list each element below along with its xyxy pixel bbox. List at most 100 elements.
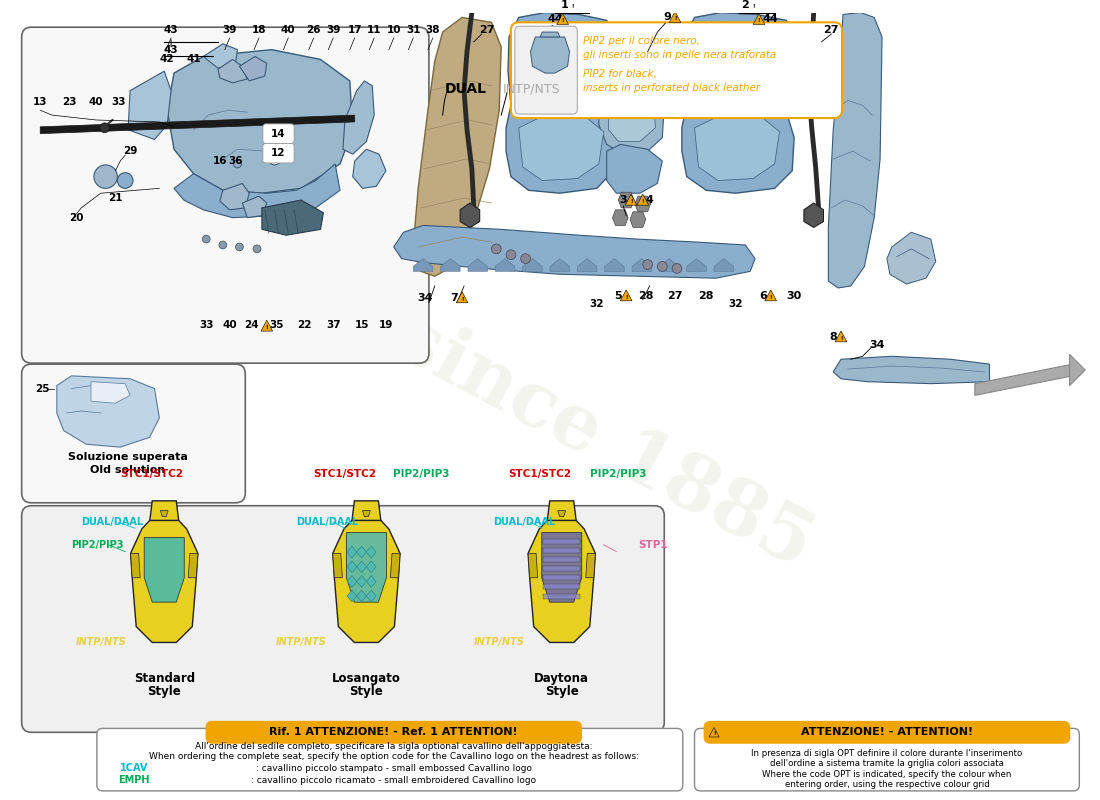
FancyBboxPatch shape bbox=[694, 728, 1079, 791]
Text: 6: 6 bbox=[759, 290, 767, 301]
Text: 25: 25 bbox=[35, 383, 50, 394]
Polygon shape bbox=[625, 194, 637, 205]
Text: PIP2 for black,: PIP2 for black, bbox=[583, 69, 657, 79]
Text: 7: 7 bbox=[450, 293, 459, 302]
Polygon shape bbox=[714, 258, 734, 271]
Text: 19: 19 bbox=[378, 320, 393, 330]
Polygon shape bbox=[704, 63, 750, 90]
Polygon shape bbox=[620, 290, 632, 301]
Text: 28: 28 bbox=[698, 290, 714, 301]
Polygon shape bbox=[682, 101, 794, 194]
Polygon shape bbox=[352, 501, 381, 520]
Polygon shape bbox=[167, 50, 353, 194]
Polygon shape bbox=[686, 258, 706, 271]
Polygon shape bbox=[131, 554, 140, 578]
Polygon shape bbox=[833, 356, 990, 384]
Text: inserts in perforated black leather: inserts in perforated black leather bbox=[583, 83, 760, 93]
Polygon shape bbox=[366, 546, 376, 558]
Polygon shape bbox=[363, 510, 371, 517]
Text: Style: Style bbox=[350, 685, 383, 698]
Text: 31: 31 bbox=[406, 25, 420, 35]
Text: Style: Style bbox=[544, 685, 579, 698]
Text: INTP/NTS: INTP/NTS bbox=[76, 638, 126, 647]
Text: INTP/NTS: INTP/NTS bbox=[276, 638, 327, 647]
Text: In presenza di sigla OPT definire il colore durante l'inserimento
dell'ordine a : In presenza di sigla OPT definire il col… bbox=[751, 749, 1023, 789]
Circle shape bbox=[94, 165, 118, 188]
Polygon shape bbox=[519, 115, 604, 181]
Polygon shape bbox=[390, 554, 400, 578]
Polygon shape bbox=[550, 258, 570, 271]
Polygon shape bbox=[356, 590, 366, 602]
Circle shape bbox=[253, 245, 261, 253]
FancyBboxPatch shape bbox=[515, 26, 578, 114]
Text: !: ! bbox=[674, 17, 676, 22]
Text: 39: 39 bbox=[326, 25, 340, 35]
FancyBboxPatch shape bbox=[22, 506, 664, 732]
FancyBboxPatch shape bbox=[22, 364, 245, 503]
Text: 9: 9 bbox=[663, 13, 671, 22]
Polygon shape bbox=[522, 258, 542, 271]
Polygon shape bbox=[366, 561, 376, 573]
Text: 44: 44 bbox=[547, 14, 563, 24]
Text: All'ordine del sedile completo, specificare la sigla optional cavallino dell'app: All'ordine del sedile completo, specific… bbox=[195, 742, 593, 751]
Polygon shape bbox=[659, 258, 679, 271]
Polygon shape bbox=[262, 200, 323, 235]
Text: Soluzione superata: Soluzione superata bbox=[68, 452, 188, 462]
Polygon shape bbox=[356, 575, 366, 587]
Text: !: ! bbox=[641, 199, 644, 204]
Text: 2: 2 bbox=[741, 0, 749, 10]
Polygon shape bbox=[128, 71, 172, 139]
Text: 29: 29 bbox=[123, 146, 138, 156]
Text: DUAL: DUAL bbox=[444, 82, 486, 96]
Polygon shape bbox=[204, 44, 238, 68]
Circle shape bbox=[642, 260, 652, 270]
Text: !: ! bbox=[571, 4, 574, 9]
Polygon shape bbox=[414, 258, 432, 271]
Polygon shape bbox=[356, 546, 366, 558]
Text: ATTENZIONE! - ATTENTION!: ATTENZIONE! - ATTENTION! bbox=[801, 727, 974, 738]
Text: 5: 5 bbox=[615, 290, 623, 301]
Polygon shape bbox=[543, 538, 580, 543]
Text: 24: 24 bbox=[244, 320, 258, 330]
Polygon shape bbox=[394, 226, 755, 278]
Text: !: ! bbox=[758, 18, 760, 23]
Polygon shape bbox=[694, 115, 780, 181]
Text: INTP/NTS: INTP/NTS bbox=[503, 82, 561, 95]
Text: When ordering the complete seat, specify the option code for the Cavallino logo : When ordering the complete seat, specify… bbox=[148, 752, 639, 762]
Polygon shape bbox=[242, 196, 267, 218]
Text: 39: 39 bbox=[222, 25, 236, 35]
Polygon shape bbox=[608, 83, 656, 142]
Polygon shape bbox=[543, 557, 580, 562]
Text: Style: Style bbox=[147, 685, 182, 698]
Circle shape bbox=[520, 254, 530, 263]
Text: 32: 32 bbox=[728, 298, 743, 309]
Text: 38: 38 bbox=[426, 25, 440, 35]
Polygon shape bbox=[632, 258, 651, 271]
Text: Rif. 1 ATTENZIONE! - Ref. 1 ATTENTION!: Rif. 1 ATTENZIONE! - Ref. 1 ATTENTION! bbox=[270, 727, 518, 738]
Text: 30: 30 bbox=[786, 290, 802, 301]
Circle shape bbox=[219, 241, 227, 249]
Circle shape bbox=[492, 244, 502, 254]
Polygon shape bbox=[495, 258, 515, 271]
Polygon shape bbox=[585, 554, 595, 578]
Circle shape bbox=[506, 250, 516, 260]
Polygon shape bbox=[348, 590, 356, 602]
Text: !: ! bbox=[561, 18, 564, 23]
Polygon shape bbox=[543, 585, 580, 590]
Polygon shape bbox=[528, 520, 595, 642]
Polygon shape bbox=[975, 364, 1072, 395]
Polygon shape bbox=[366, 590, 376, 602]
Text: 27: 27 bbox=[668, 290, 683, 301]
Circle shape bbox=[672, 263, 682, 274]
Polygon shape bbox=[618, 192, 634, 208]
Text: 33: 33 bbox=[199, 320, 213, 330]
Polygon shape bbox=[747, 0, 759, 10]
Polygon shape bbox=[530, 37, 570, 73]
Text: 23: 23 bbox=[63, 98, 77, 107]
Polygon shape bbox=[528, 554, 538, 578]
Polygon shape bbox=[218, 59, 248, 83]
Polygon shape bbox=[557, 14, 569, 25]
Polygon shape bbox=[220, 183, 250, 210]
Text: 4: 4 bbox=[646, 195, 653, 205]
Polygon shape bbox=[348, 546, 356, 558]
